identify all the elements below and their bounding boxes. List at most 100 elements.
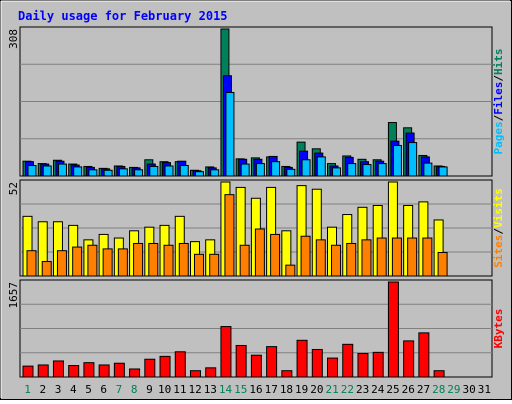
bar-pages-day-15 [240,163,250,177]
bar-kbytes-day-16 [250,354,262,378]
bar-kbytes-day-10 [159,355,171,378]
bar-sites-day-4 [72,246,83,277]
bar-pages-day-13 [210,169,220,177]
bar-pages-day-9 [149,165,159,177]
y-axis-label-files: Files [492,82,505,115]
bar-kbytes-day-20 [311,348,323,378]
x-tick-label: 30 [463,383,476,396]
x-tick-label: 18 [280,383,293,396]
bar-sites-day-27 [422,237,433,277]
bar-kbytes-day-19 [296,339,308,378]
bar-sites-day-23 [361,239,372,277]
bar-pages-day-26 [408,142,418,177]
bar-pages-day-5 [88,169,98,177]
x-tick-label: 21 [326,383,339,396]
bar-kbytes-day-4 [68,365,80,378]
y-max-label: 1657 [7,282,20,309]
bar-kbytes-day-15 [235,344,247,378]
day-labels: 1 2 3 4 5 6 7 8 9 10 11 12 13 14 15 16 17 18 19 20 21 22 23 24 2… [24,383,491,396]
bar-kbytes-day-22 [342,343,354,378]
bar-pages-day-12 [194,171,204,177]
bar-kbytes-day-5 [83,362,95,378]
bar-kbytes-day-14 [220,326,232,378]
panel-1: 308 Pages/Files/Hits [7,26,505,177]
bar-kbytes-day-26 [403,340,415,378]
x-tick-label: 15 [234,383,247,396]
x-tick-label: 19 [295,383,308,396]
bar-sites-day-9 [148,242,159,277]
bar-sites-day-11 [178,242,189,277]
bar-pages-day-4 [73,166,83,177]
bar-sites-day-13 [209,253,220,277]
bar-pages-day-2 [42,165,52,177]
bar-kbytes-day-23 [357,352,369,378]
bar-sites-day-16 [254,228,265,277]
bar-pages-day-21 [332,167,342,177]
bar-pages-day-20 [316,156,326,177]
x-tick-label: 12 [188,383,201,396]
bar-pages-day-25 [392,144,402,177]
bar-sites-day-12 [193,253,204,277]
bar-kbytes-day-3 [52,360,64,378]
y-axis-label: KBytes [492,309,505,349]
bar-kbytes-day-28 [433,370,445,378]
bar-pages-day-19 [301,159,311,177]
x-tick-label: 22 [341,383,354,396]
bar-pages-day-11 [179,165,189,177]
bar-pages-day-18 [286,168,296,177]
panel-3: 1657 KBytes [7,279,505,378]
bar-sites-day-6 [102,248,113,277]
bar-kbytes-day-13 [205,367,217,378]
bar-kbytes-day-12 [189,370,201,378]
x-tick-label: 26 [402,383,415,396]
y-axis-label-sites: Sites [492,235,505,268]
bar-pages-day-22 [347,163,357,177]
bar-pages-day-28 [438,166,448,177]
y-axis-label-kbytes: KBytes [492,309,505,349]
bar-pages-day-6 [103,169,113,177]
bar-pages-day-14 [225,91,235,177]
bar-pages-day-23 [362,164,372,177]
bar-kbytes-day-2 [37,364,49,378]
bar-sites-day-7 [117,248,128,277]
y-axis-label-hits: Hits [492,49,505,76]
x-tick-label: 5 [85,383,92,396]
y-axis-label: Sites/Visits [492,188,505,268]
x-tick-label: 23 [356,383,369,396]
x-tick-label: 25 [386,383,399,396]
bar-sites-day-20 [315,239,326,277]
x-tick-label: 27 [417,383,430,396]
bar-sites-day-8 [133,242,144,277]
x-tick-label: 2 [40,383,47,396]
bar-kbytes-day-8 [129,368,141,378]
x-tick-label: 8 [131,383,138,396]
bar-pages-day-16 [255,163,265,177]
bar-kbytes-day-27 [418,332,430,378]
x-tick-label: 7 [116,383,123,396]
bar-kbytes-day-11 [174,351,186,378]
bar-sites-day-3 [56,250,67,277]
bar-sites-day-24 [376,237,387,277]
x-tick-label: 10 [158,383,171,396]
bar-kbytes-day-25 [387,281,399,378]
bar-sites-day-26 [407,237,418,277]
bar-pages-day-24 [377,163,387,177]
bar-sites-day-17 [270,233,281,277]
bar-sites-day-19 [300,235,311,277]
bar-pages-day-10 [164,165,174,177]
x-tick-label: 17 [265,383,278,396]
bar-kbytes-day-1 [22,365,34,378]
bar-sites-day-1 [26,250,37,277]
x-tick-label: 4 [70,383,77,396]
x-tick-label: 20 [310,383,323,396]
x-tick-label: 3 [55,383,62,396]
x-tick-label: 9 [146,383,153,396]
x-tick-label: 11 [173,383,186,396]
bar-pages-day-7 [118,168,128,177]
bar-sites-day-25 [391,237,402,277]
x-tick-label: 28 [432,383,445,396]
bar-sites-day-18 [285,264,296,277]
bar-kbytes-day-9 [144,358,156,378]
